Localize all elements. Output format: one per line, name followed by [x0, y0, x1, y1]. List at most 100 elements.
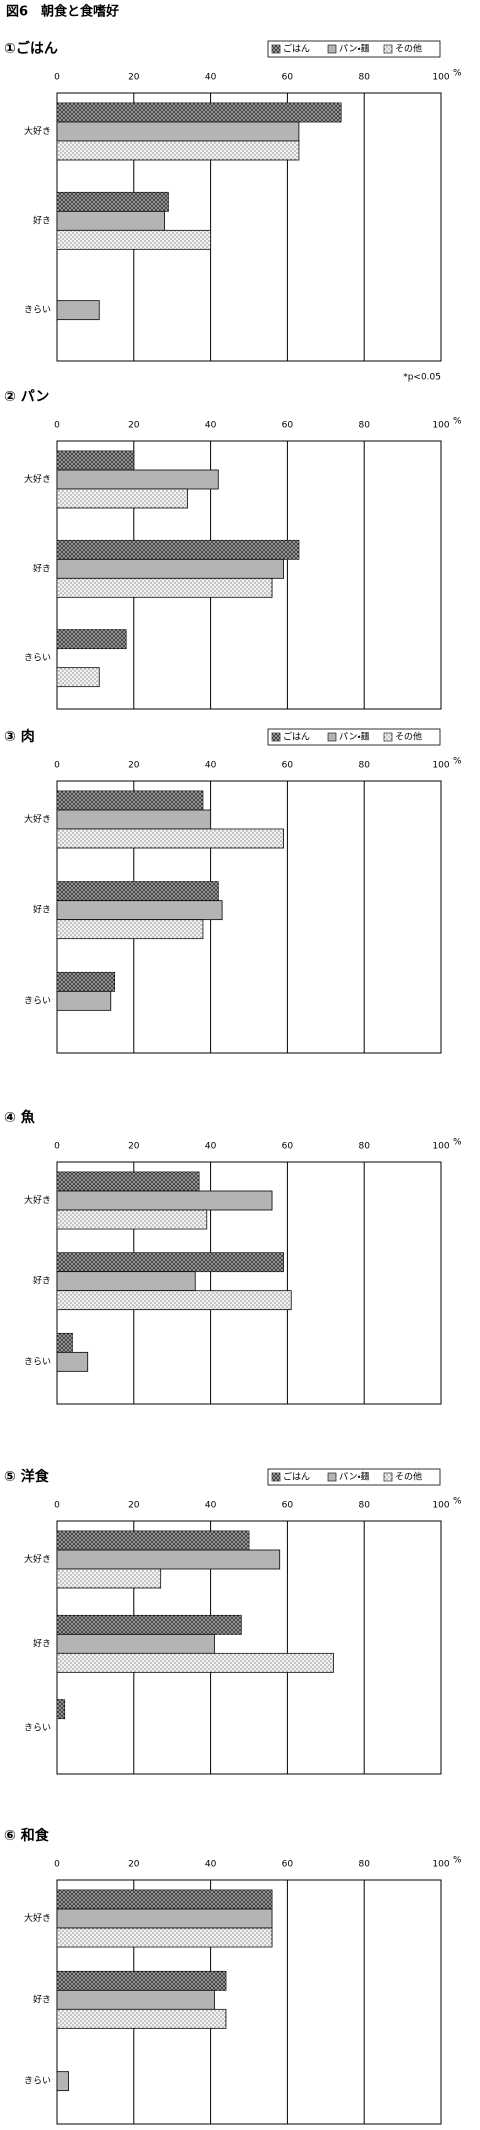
legend-label: パン・麺: [339, 43, 370, 55]
category-label: 大好き: [24, 1912, 51, 1924]
x-tick-label: 60: [282, 1501, 294, 1511]
x-tick-label: 40: [205, 421, 217, 431]
x-tick-label: 40: [205, 1501, 217, 1511]
bar: [56, 971, 115, 992]
x-tick-label: 100: [432, 73, 449, 83]
x-tick-label: 40: [205, 73, 217, 83]
bar: [56, 1927, 273, 1948]
bar: [56, 539, 300, 560]
legend-label: パン・麺: [339, 731, 370, 743]
x-tick-label: 0: [54, 1142, 60, 1152]
bar: [56, 900, 223, 921]
x-tick-label: 80: [358, 73, 370, 83]
bar: [56, 2071, 69, 2092]
chart-subtitle: ② パン: [4, 389, 49, 405]
chart-subtitle: ⑤ 洋食: [4, 1468, 49, 1485]
x-tick-label: 0: [54, 73, 60, 83]
bar: [56, 919, 204, 940]
bar: [56, 1252, 284, 1273]
x-tick-label: 20: [128, 421, 140, 431]
bar: [56, 881, 219, 902]
unit-label: %: [453, 1497, 462, 1507]
bar: [56, 450, 135, 471]
x-tick-label: 0: [54, 1501, 60, 1511]
unit-label: %: [453, 69, 462, 79]
bar: [56, 1209, 208, 1230]
legend-texture: [384, 733, 392, 741]
bar: [56, 809, 212, 830]
x-tick-label: 20: [128, 1501, 140, 1511]
chart-subtitle: ③ 肉: [4, 728, 35, 745]
unit-label: %: [453, 417, 462, 427]
unit-label: %: [453, 1856, 462, 1866]
x-tick-label: 80: [358, 1860, 370, 1870]
bar: [56, 1989, 215, 2010]
x-tick-label: 100: [432, 1501, 449, 1511]
x-tick-label: 80: [358, 421, 370, 431]
legend-texture: [384, 1473, 392, 1481]
category-label: 好き: [33, 1993, 51, 2005]
legend-box: [267, 40, 441, 58]
chart-subtitle: ⑥ 和食: [4, 1827, 49, 1844]
category-label: きらい: [24, 995, 51, 1006]
bar: [56, 1190, 273, 1211]
bar: [56, 558, 284, 579]
legend-label: パン・麺: [339, 1471, 370, 1483]
bar: [56, 102, 342, 123]
bar: [56, 1549, 281, 1570]
bar: [56, 1652, 334, 1673]
bar: [56, 1889, 273, 1910]
legend-texture: [272, 733, 280, 741]
category-label: きらい: [24, 1723, 51, 1734]
bar: [56, 577, 273, 598]
bar: [56, 1332, 73, 1353]
x-tick-label: 0: [54, 761, 60, 771]
category-label: きらい: [24, 1356, 51, 1367]
bar: [56, 667, 100, 688]
x-tick-label: 40: [205, 1142, 217, 1152]
bar: [56, 488, 188, 509]
bar: [56, 469, 219, 490]
x-tick-label: 40: [205, 761, 217, 771]
x-tick-label: 80: [358, 1142, 370, 1152]
x-tick-label: 40: [205, 1860, 217, 1870]
bar: [56, 1908, 273, 1929]
category-label: 大好き: [24, 1194, 51, 1206]
bar: [56, 191, 169, 212]
x-tick-label: 0: [54, 1860, 60, 1870]
category-label: きらい: [24, 305, 51, 316]
category-label: 好き: [33, 904, 51, 916]
legend-texture: [272, 45, 280, 53]
legend-label: その他: [395, 1471, 422, 1483]
bar: [56, 790, 204, 811]
bar: [56, 300, 100, 321]
x-tick-label: 20: [128, 1142, 140, 1152]
x-tick-label: 80: [358, 761, 370, 771]
legend-label: その他: [395, 43, 422, 55]
x-tick-label: 60: [282, 761, 294, 771]
category-label: 大好き: [24, 125, 51, 137]
category-label: きらい: [24, 2076, 51, 2087]
x-tick-label: 80: [358, 1501, 370, 1511]
legend-label: その他: [395, 731, 422, 743]
x-tick-label: 100: [432, 1142, 449, 1152]
x-tick-label: 100: [432, 1860, 449, 1870]
chart-subtitle: ④ 魚: [4, 1109, 35, 1126]
category-label: 大好き: [24, 813, 51, 825]
x-tick-label: 20: [128, 73, 140, 83]
bar: [56, 990, 112, 1011]
legend-label: ごはん: [283, 43, 310, 55]
category-label: 好き: [33, 1637, 51, 1649]
x-tick-label: 20: [128, 1860, 140, 1870]
legend-swatch: [327, 732, 337, 742]
bar: [56, 629, 127, 650]
bar: [56, 1633, 215, 1654]
bar: [56, 229, 212, 250]
x-tick-label: 60: [282, 1860, 294, 1870]
category-label: 大好き: [24, 473, 51, 485]
bar: [56, 2008, 227, 2029]
chart-subtitle: ①ごはん: [4, 40, 58, 57]
bar: [56, 1171, 200, 1192]
legend-box: [267, 728, 441, 746]
